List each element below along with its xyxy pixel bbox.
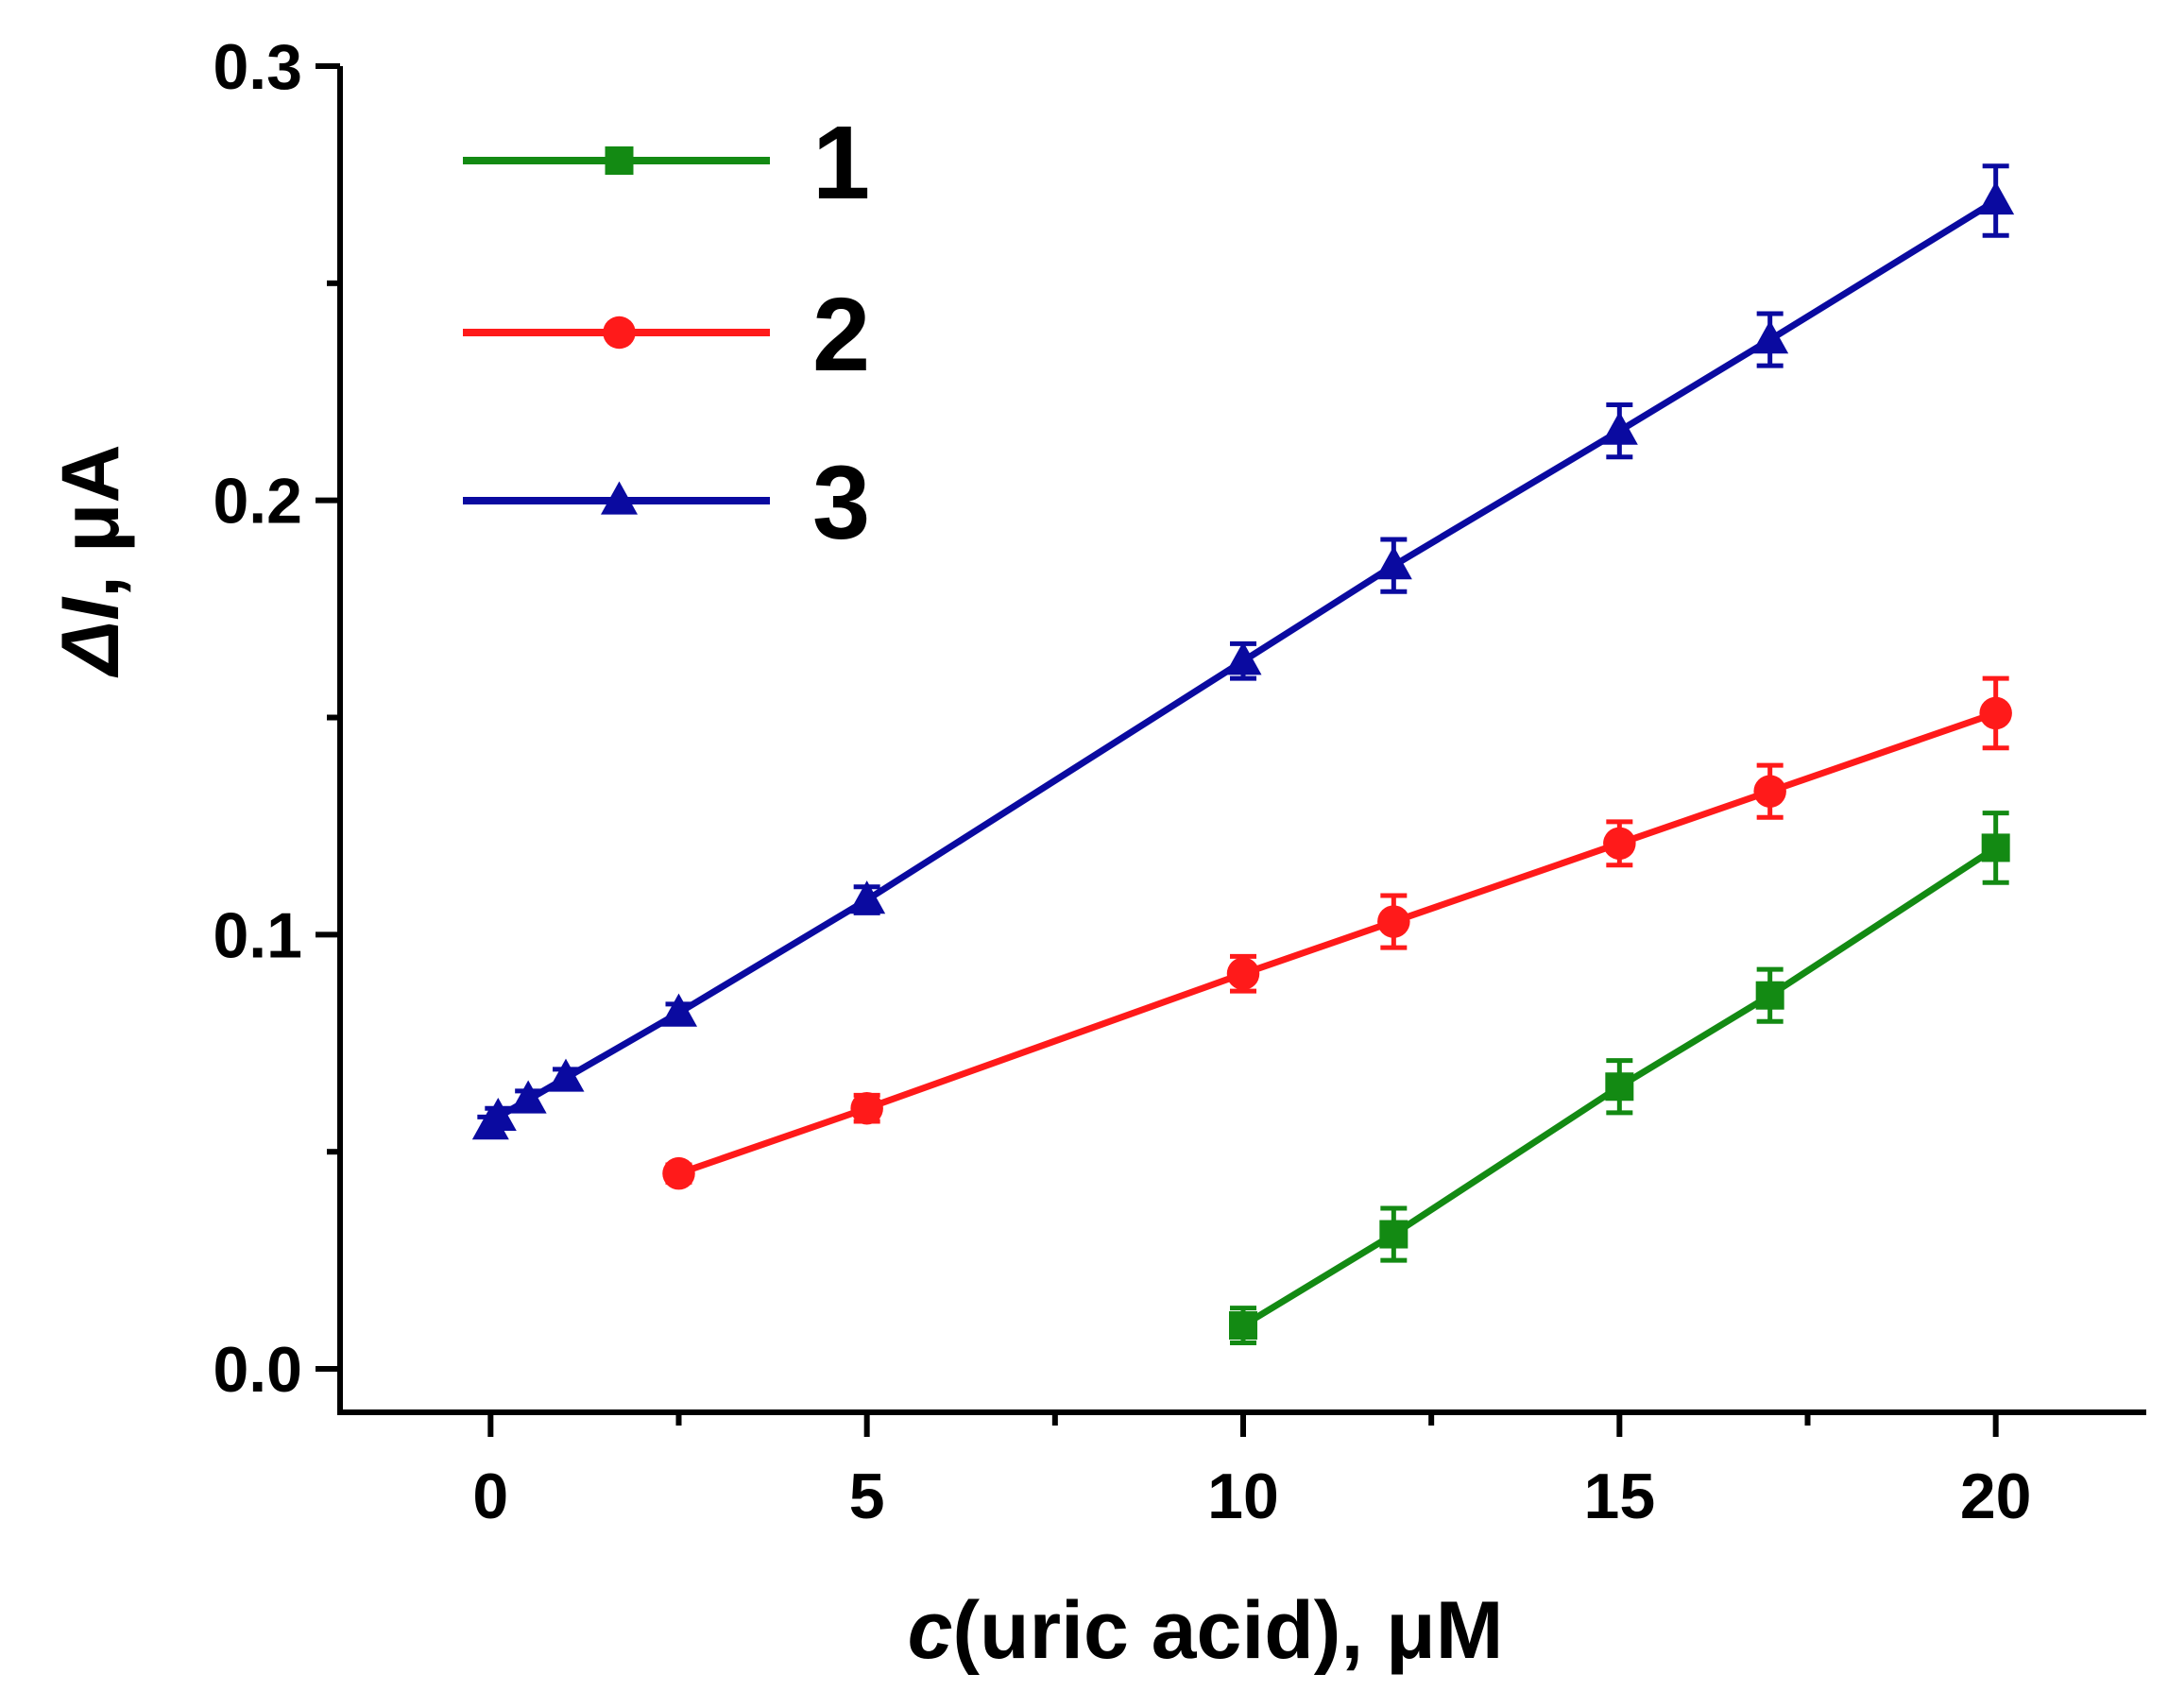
data-point	[662, 1156, 695, 1190]
series-layer	[471, 163, 2015, 1345]
legend: 1 2 3	[463, 105, 870, 561]
y-axis-title-symbol: ΔI	[45, 596, 136, 678]
data-point	[1977, 181, 2015, 215]
legend-marker	[605, 146, 634, 175]
data-point	[1755, 981, 1784, 1010]
data-point	[547, 1058, 585, 1092]
x-tick-label: 20	[1960, 1460, 2032, 1532]
y-tick-label: 0.1	[213, 899, 302, 971]
data-point	[1603, 827, 1636, 861]
y-tick-label: 0.2	[213, 466, 302, 538]
legend-item-1: 1	[463, 105, 870, 221]
y-tick-label: 0.3	[213, 31, 302, 103]
data-point	[1605, 1072, 1634, 1102]
data-point	[848, 880, 886, 914]
y-axis-title-text: , μA	[45, 444, 136, 598]
x-axis-title-symbol: c	[908, 1585, 953, 1676]
data-point	[509, 1080, 547, 1114]
x-tick-label: 15	[1584, 1460, 1656, 1532]
x-axis-title-text: (uric acid), μM	[952, 1585, 1503, 1676]
data-point	[1600, 411, 1638, 445]
data-point	[1979, 696, 2012, 730]
data-point	[1374, 546, 1412, 580]
axes: 0 5 10 15 20 0.0 0.1 0.2 0.3	[213, 31, 2146, 1532]
legend-marker	[603, 316, 636, 350]
data-point	[1751, 320, 1789, 354]
legend-label: 2	[812, 277, 870, 393]
x-tick-label: 10	[1207, 1460, 1279, 1532]
data-point	[1379, 1220, 1408, 1249]
x-tick-label: 0	[472, 1460, 508, 1532]
data-point	[479, 1097, 517, 1132]
y-tick-label: 0.0	[213, 1334, 302, 1406]
data-point	[1229, 1311, 1257, 1341]
data-point	[1753, 775, 1786, 808]
legend-label: 3	[812, 445, 870, 561]
data-point	[1377, 905, 1410, 938]
data-point	[1981, 833, 2010, 863]
legend-item-2: 2	[463, 277, 870, 393]
legend-item-3: 3	[463, 445, 870, 561]
data-point	[850, 1091, 883, 1125]
series-2	[662, 675, 2012, 1190]
x-axis-title: c(uric acid), μM	[908, 1585, 1504, 1676]
series-1	[1229, 811, 2010, 1345]
data-point	[1224, 641, 1262, 675]
y-axis-title: ΔI, μA	[45, 444, 136, 677]
series-3	[471, 163, 2015, 1140]
x-tick-label: 5	[849, 1460, 885, 1532]
legend-label: 1	[812, 105, 870, 221]
data-point	[660, 993, 697, 1027]
legend-marker	[601, 481, 638, 515]
data-point	[1226, 957, 1260, 990]
